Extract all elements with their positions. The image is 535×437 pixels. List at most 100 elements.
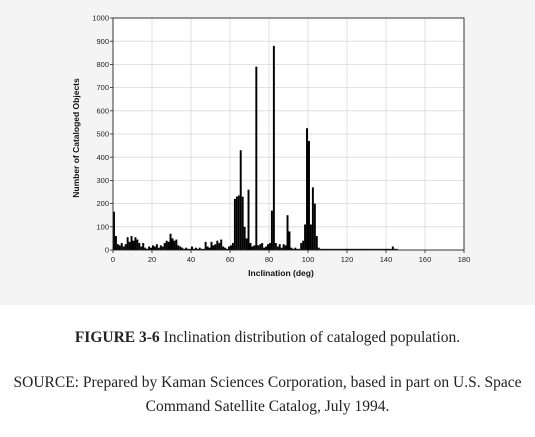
- histogram-bar: [288, 231, 291, 250]
- histogram-bar: [347, 248, 349, 250]
- histogram-bar: [138, 243, 141, 250]
- histogram-bar: [189, 248, 191, 250]
- histogram-bar: [214, 244, 217, 250]
- histogram-bar: [216, 240, 219, 250]
- histogram-bar: [187, 248, 190, 250]
- x-tick-labels: 0 20 40 60 80 100 120 140 160 180: [111, 255, 470, 264]
- figure-caption: FIGURE 3-6 Inclination distribution of c…: [10, 327, 525, 349]
- histogram-bar: [150, 247, 152, 250]
- x-tick-label: 0: [111, 255, 115, 264]
- histogram-bar: [387, 248, 390, 250]
- histogram-bar: [259, 244, 262, 250]
- histogram-bar: [114, 236, 117, 250]
- histogram-bar: [339, 248, 342, 250]
- histogram-bar: [144, 247, 147, 250]
- histogram-bar: [126, 237, 129, 250]
- histogram-bar: [341, 248, 344, 250]
- histogram-bar: [222, 246, 225, 250]
- histogram-bar: [255, 66, 258, 250]
- x-tick-label: 60: [226, 255, 234, 264]
- x-axis-title: Inclination (deg): [248, 268, 314, 278]
- histogram-bar: [194, 247, 197, 250]
- histogram-bar: [249, 243, 252, 250]
- histogram-bar: [231, 243, 234, 250]
- histogram-bar: [161, 246, 164, 250]
- histogram-bar: [265, 246, 268, 250]
- histogram-bar: [370, 248, 373, 250]
- histogram-bar: [124, 244, 127, 250]
- histogram-bar: [386, 248, 388, 250]
- histogram-bar: [368, 248, 371, 250]
- histogram-bar: [358, 248, 361, 250]
- histogram-bar: [315, 236, 318, 250]
- histogram-bar: [140, 246, 143, 250]
- histogram-bar: [171, 238, 174, 250]
- histogram-bar: [116, 244, 119, 250]
- data-bars: [113, 45, 398, 251]
- histogram-bar: [350, 248, 353, 250]
- histogram-bar: [208, 247, 211, 250]
- histogram-bar: [348, 248, 351, 250]
- histogram-bar: [191, 246, 193, 250]
- histogram-bar: [153, 246, 156, 250]
- histogram-bar: [269, 243, 271, 250]
- histogram-bar: [261, 243, 264, 250]
- histogram-bar: [243, 226, 246, 250]
- histogram-bar: [286, 215, 289, 250]
- histogram-bar: [128, 241, 131, 250]
- histogram-bar: [200, 248, 203, 250]
- histogram-bar: [210, 241, 213, 250]
- histogram-bar: [253, 245, 256, 250]
- histogram-bar: [235, 196, 238, 250]
- y-tick-label: 100: [96, 222, 109, 231]
- x-tick-label: 180: [458, 255, 471, 264]
- histogram-bar: [251, 246, 254, 250]
- histogram-bar: [296, 248, 299, 250]
- histogram-bar: [366, 248, 369, 250]
- histogram-bar: [130, 236, 133, 250]
- histogram-bar: [323, 248, 326, 250]
- histogram-bar: [118, 245, 121, 250]
- histogram-bar: [327, 248, 330, 250]
- histogram-bar: [239, 150, 242, 250]
- histogram-bar: [183, 248, 186, 250]
- y-tick-label: 600: [96, 106, 109, 115]
- y-axis-title: Number of Cataloged Objects: [71, 78, 81, 198]
- histogram-bar: [395, 248, 398, 250]
- histogram-bar: [159, 245, 162, 250]
- histogram-bar: [228, 246, 230, 250]
- histogram-bar: [302, 240, 305, 250]
- histogram-bar: [233, 198, 236, 250]
- histogram-bar: [152, 245, 154, 250]
- source-note: SOURCE: Prepared by Kaman Sciences Corpo…: [13, 374, 522, 415]
- histogram-bar: [384, 248, 386, 250]
- histogram-bar: [142, 243, 145, 250]
- histogram-bar: [393, 248, 396, 250]
- histogram-bar: [185, 247, 188, 250]
- y-tick-label: 700: [96, 83, 109, 92]
- histogram-bar: [298, 248, 301, 250]
- histogram-bar: [364, 248, 367, 250]
- histogram-bar: [148, 246, 151, 250]
- x-tick-label: 140: [380, 255, 393, 264]
- histogram-bar: [389, 248, 392, 250]
- y-tick-label: 400: [96, 153, 109, 162]
- histogram-bar: [292, 248, 295, 250]
- histogram-bar: [220, 239, 223, 250]
- histogram-bar: [177, 245, 180, 250]
- x-tick-label: 120: [341, 255, 354, 264]
- histogram-bar: [337, 248, 340, 250]
- histogram-bar: [333, 248, 336, 250]
- histogram-bar: [352, 248, 355, 250]
- histogram-bar: [257, 245, 260, 250]
- histogram-bar: [284, 245, 287, 250]
- figure-number: FIGURE 3-6: [74, 329, 160, 346]
- histogram-bar: [372, 248, 375, 250]
- histogram-bar: [308, 140, 310, 250]
- histogram-bar: [245, 238, 248, 250]
- histogram-bar: [270, 210, 273, 250]
- histogram-bar: [313, 203, 316, 250]
- histogram-bar: [181, 247, 184, 250]
- y-tick-labels: 0 100 200 300 400 500 600 700 800 900 1000: [92, 14, 109, 255]
- histogram-bar: [136, 239, 139, 250]
